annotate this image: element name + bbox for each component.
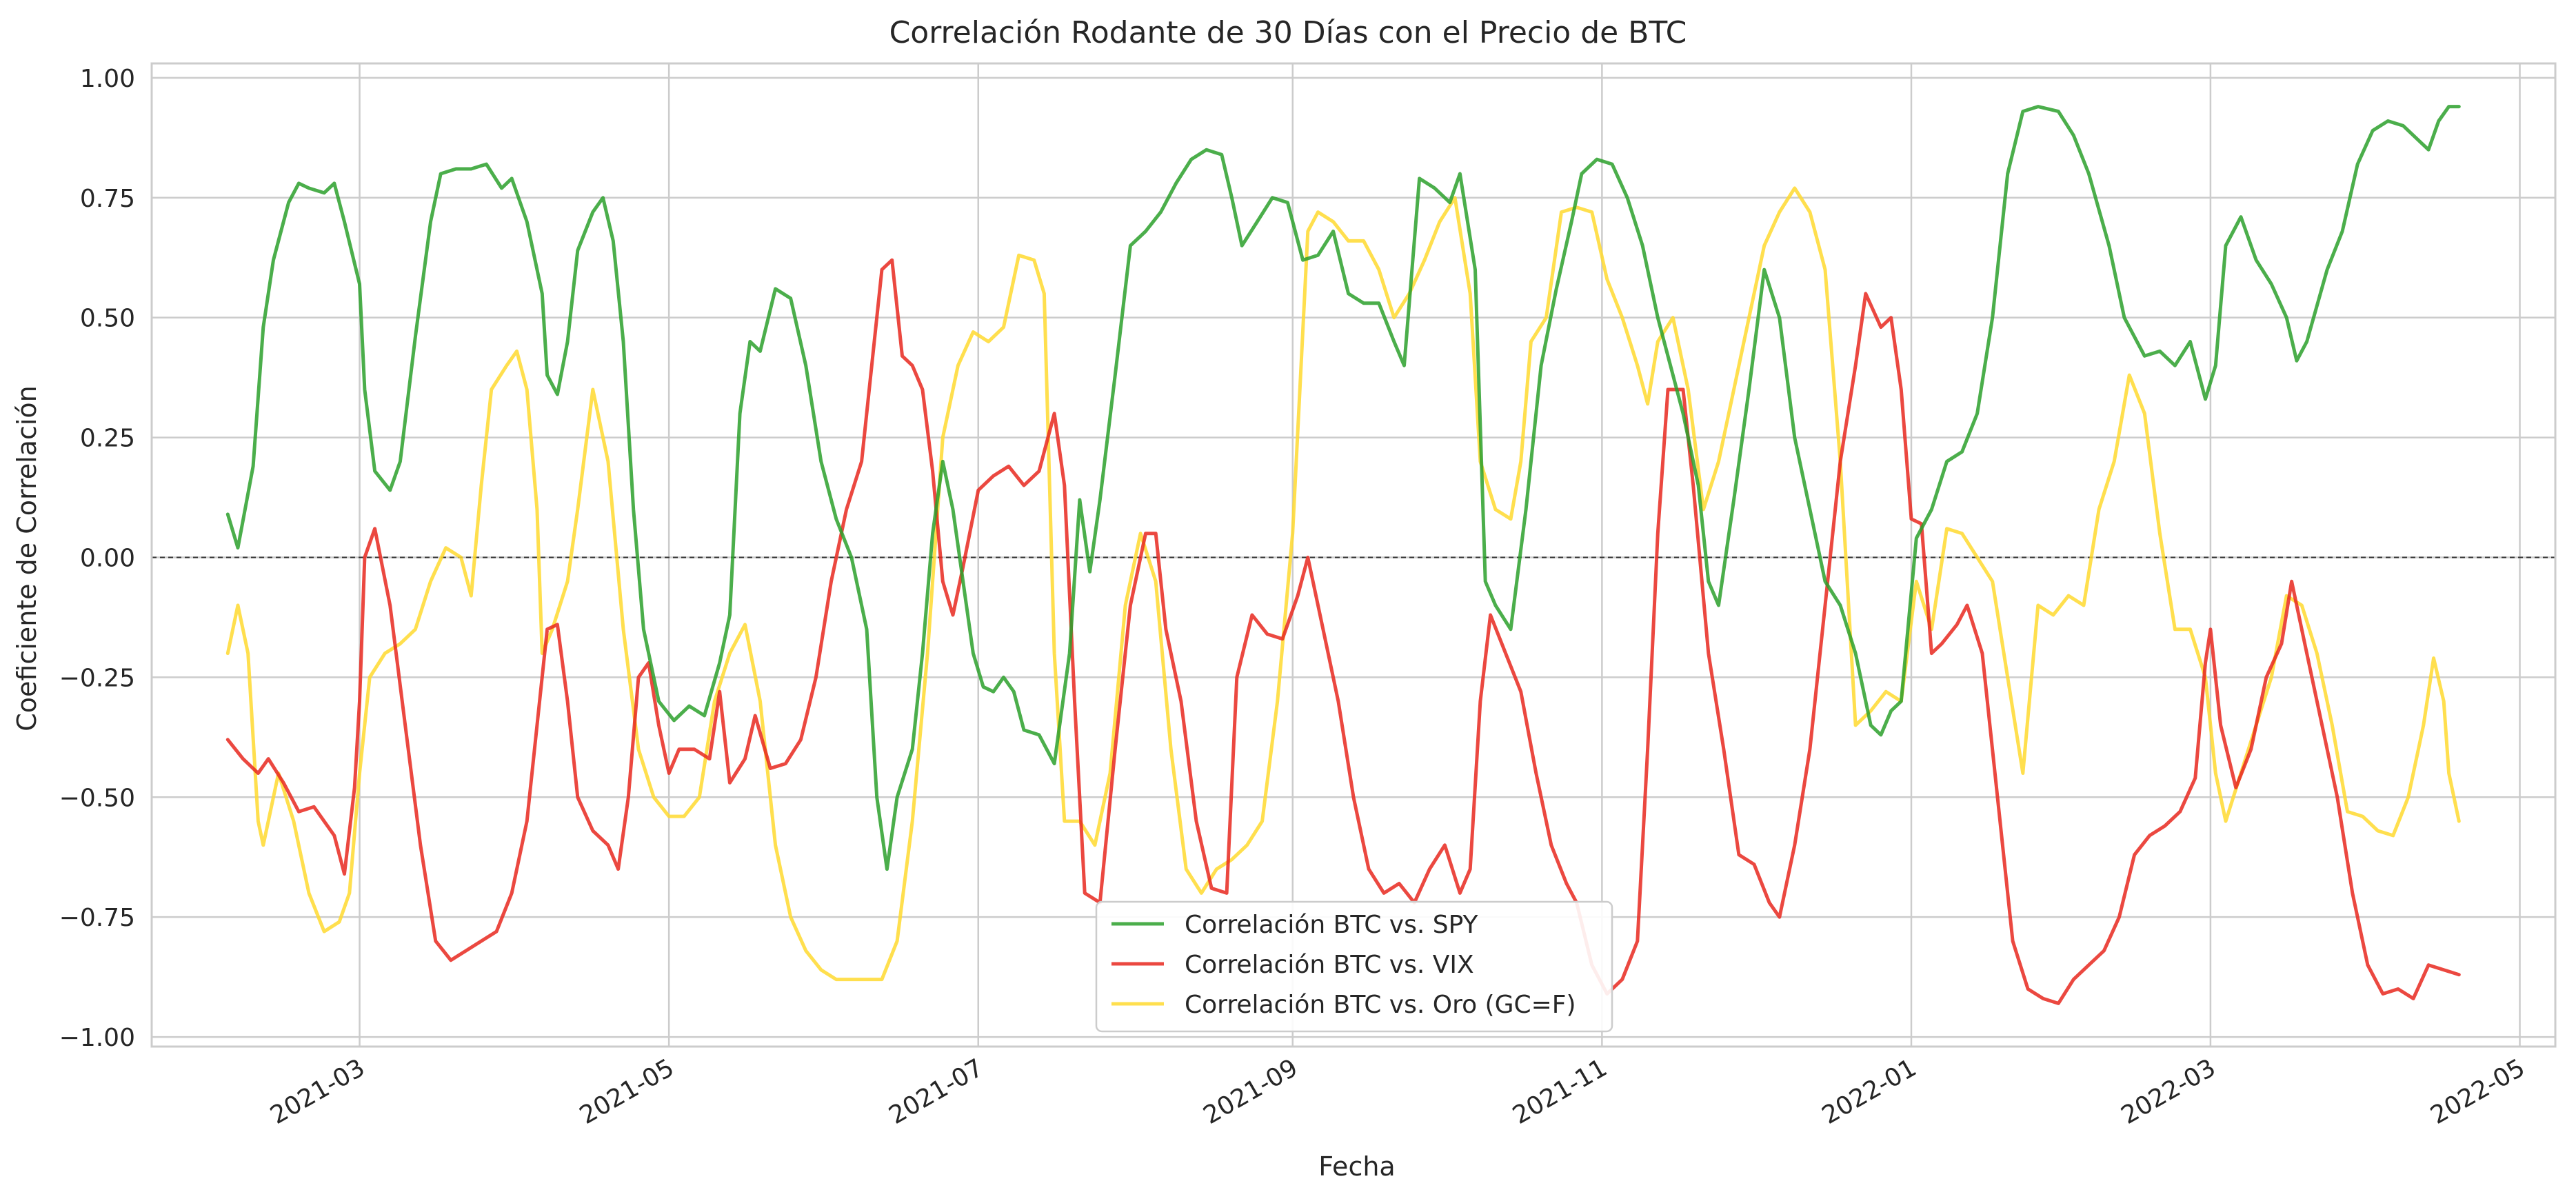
y-axis: 1.00 0.75 0.50 0.25 0.00 −0.25 −0.50 −0.75 −1.00 xyxy=(59,65,135,1052)
legend-label: Correlación BTC vs. VIX xyxy=(1185,951,1474,979)
y-tick-label: −0.50 xyxy=(59,784,135,812)
y-tick-label: −0.25 xyxy=(59,664,135,692)
series-layer xyxy=(225,105,2461,1005)
plot-frame xyxy=(150,62,2557,1048)
legend-label: Correlación BTC vs. SPY xyxy=(1185,911,1479,939)
y-tick-label: 0.00 xyxy=(80,544,135,572)
y-tick-label: 0.50 xyxy=(80,305,135,333)
y-tick-label: −1.00 xyxy=(59,1024,135,1052)
series-line-2 xyxy=(225,258,2461,1005)
y-tick-label: 0.25 xyxy=(80,425,135,453)
series-line-1 xyxy=(225,105,2461,871)
gridlines xyxy=(152,63,2555,1047)
y-tick-label: −0.75 xyxy=(59,904,135,932)
x-axis-label: Fecha xyxy=(1318,1151,1395,1182)
legend-label: Correlación BTC vs. Oro (GC=F) xyxy=(1185,991,1576,1019)
legend: Correlación BTC vs. SPY Correlación BTC v… xyxy=(1095,900,1613,1033)
y-tick-label: 0.75 xyxy=(80,185,135,213)
y-tick-label: 1.00 xyxy=(80,65,135,93)
legend-box xyxy=(1095,900,1613,1033)
y-axis-label: Coeficiente de Correlación xyxy=(12,385,42,731)
chart-title: Correlación Rodante de 30 Días con el Pr… xyxy=(889,15,1687,50)
